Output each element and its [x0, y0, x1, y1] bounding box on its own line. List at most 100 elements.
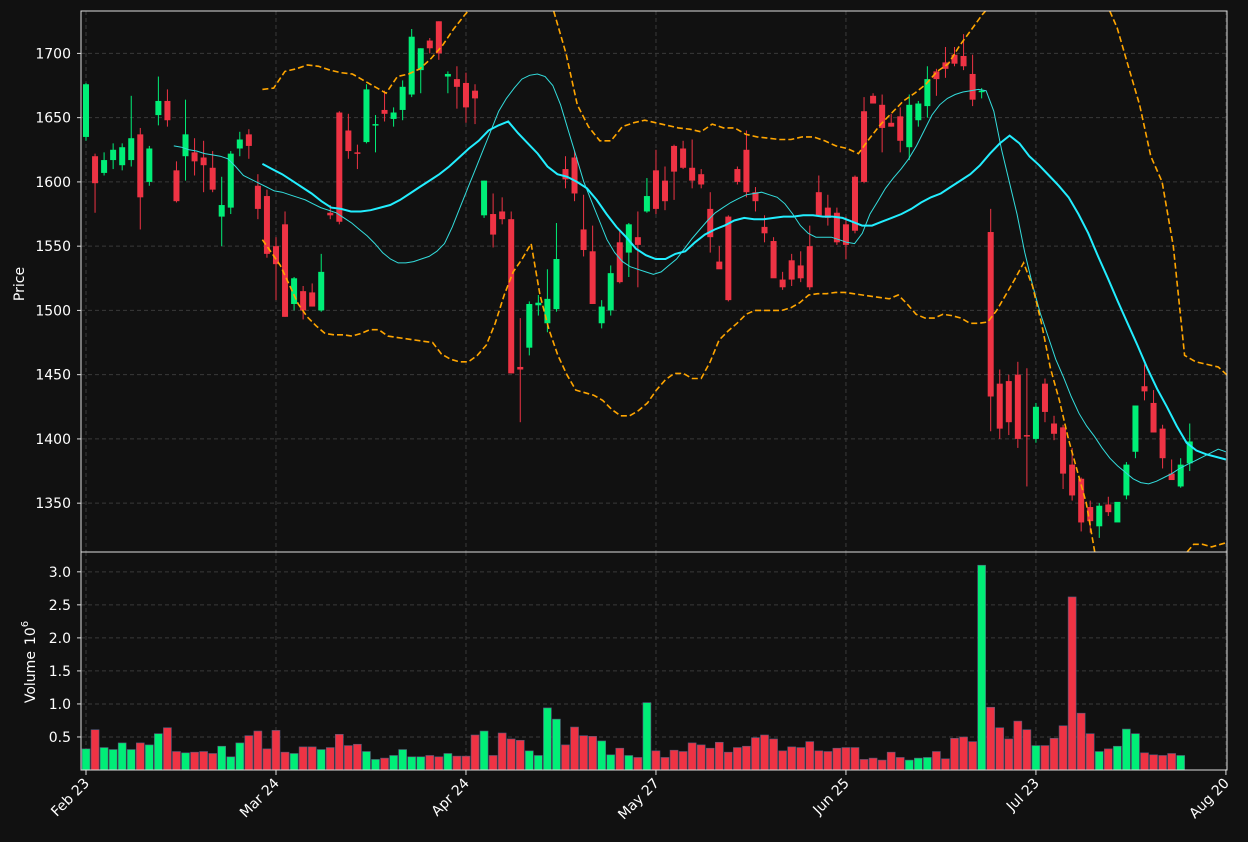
candle-body — [1078, 478, 1085, 523]
volume-bar — [398, 749, 407, 770]
volume-bar — [81, 748, 91, 770]
candle-body — [924, 79, 931, 107]
volume-bar — [90, 729, 100, 770]
volume-bar — [416, 756, 426, 770]
volume-bar — [651, 750, 661, 770]
candle-body — [707, 208, 714, 238]
volume-bar — [154, 733, 163, 770]
volume-bar — [316, 749, 326, 770]
upper-band-line — [262, 11, 1227, 377]
volume-bar — [1131, 733, 1140, 770]
candle-body — [327, 212, 334, 216]
candle-body — [652, 170, 659, 209]
volume-bar — [1022, 729, 1032, 770]
candle-body — [1123, 464, 1130, 496]
sma-long-line — [261, 120, 1227, 461]
candle-body — [643, 196, 650, 212]
candle-body — [960, 55, 967, 67]
candle-body — [462, 82, 469, 108]
volume-bar — [380, 757, 389, 770]
volume-bar — [525, 750, 534, 770]
candle-body — [245, 134, 252, 146]
volume-bar — [624, 755, 634, 770]
volume-bar — [1113, 745, 1122, 770]
candle-body — [1005, 381, 1012, 423]
candle-body — [173, 170, 180, 202]
candle-body — [625, 224, 632, 253]
volume-bar — [190, 751, 199, 770]
volume-bar — [335, 734, 344, 770]
candle-body — [779, 279, 786, 288]
price-tick-label: 1650 — [35, 111, 71, 127]
volume-bar — [760, 734, 769, 770]
volume-bar — [796, 747, 806, 770]
volume-bar — [389, 755, 398, 770]
candle-body — [1186, 441, 1193, 464]
candle-body — [761, 226, 768, 234]
candle-body — [607, 273, 614, 311]
volume-bar — [117, 742, 127, 770]
candle-body — [616, 242, 623, 283]
candle-body — [662, 180, 669, 202]
volume-bar — [1149, 754, 1158, 770]
candle-body — [851, 176, 858, 231]
volume-bar — [724, 751, 733, 770]
volume-bar — [986, 706, 996, 770]
candle-body — [354, 152, 361, 154]
volume-bar — [1058, 725, 1068, 770]
candle-body — [155, 100, 162, 116]
candle-body — [218, 205, 225, 217]
volume-bar — [488, 755, 498, 770]
candle-body — [535, 302, 542, 306]
volume-bar — [687, 742, 697, 770]
volume-bar — [461, 755, 471, 770]
volume-bar — [914, 757, 923, 770]
volume-bar — [280, 751, 290, 770]
candle-body — [969, 73, 976, 100]
candle-body — [933, 71, 940, 80]
volume-bar — [126, 749, 136, 770]
volume-bar — [353, 743, 362, 770]
candle-body — [390, 112, 397, 119]
volume-axis-label-text: Volume — [23, 651, 39, 703]
candle-body — [879, 104, 886, 128]
volume-tick-label: 2.5 — [49, 598, 71, 614]
volume-bar — [588, 736, 597, 770]
candle-body — [227, 153, 234, 208]
candle-body — [598, 306, 605, 324]
candle-body — [553, 259, 560, 310]
volume-bar — [1085, 733, 1095, 770]
volume-bar — [877, 759, 887, 770]
volume-bar — [570, 726, 579, 770]
candle-body — [1051, 423, 1058, 434]
volume-bar — [1122, 728, 1131, 770]
volume-bar — [959, 736, 968, 770]
candle-body — [318, 271, 325, 311]
candle-body — [444, 73, 451, 77]
volume-bar — [832, 747, 842, 770]
candle-body — [1069, 464, 1076, 496]
volume-bar — [823, 751, 833, 770]
volume-bar — [479, 730, 489, 770]
volume-bar — [199, 751, 208, 770]
volume-bar — [226, 756, 236, 770]
volume-bar — [769, 738, 778, 770]
volume-bar — [443, 753, 453, 770]
candle-body — [101, 160, 108, 173]
volume-bar — [1049, 737, 1059, 770]
volume-bar — [950, 737, 959, 770]
price-plot-area — [83, 11, 1227, 552]
candle-body — [544, 298, 551, 324]
volume-bar — [371, 759, 380, 770]
volume-bar — [1040, 745, 1050, 770]
candle-body — [770, 241, 777, 279]
candle-body — [634, 237, 641, 245]
candle-body — [254, 185, 261, 209]
candle-body — [417, 48, 424, 71]
volume-bar — [163, 727, 172, 770]
candle-body — [137, 134, 144, 198]
candle-body — [110, 149, 117, 161]
volume-bar — [1076, 712, 1086, 770]
candle-body — [1114, 501, 1121, 523]
